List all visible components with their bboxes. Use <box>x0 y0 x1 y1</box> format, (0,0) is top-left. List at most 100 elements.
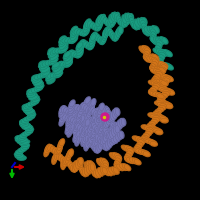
Ellipse shape <box>126 158 134 163</box>
Ellipse shape <box>66 123 71 131</box>
Ellipse shape <box>159 100 167 105</box>
Ellipse shape <box>51 57 58 63</box>
Ellipse shape <box>97 127 102 135</box>
Ellipse shape <box>47 78 55 84</box>
Ellipse shape <box>20 119 27 124</box>
Ellipse shape <box>84 122 89 130</box>
Ellipse shape <box>106 141 110 150</box>
Ellipse shape <box>76 119 81 126</box>
Ellipse shape <box>105 27 110 35</box>
Ellipse shape <box>56 153 61 159</box>
Ellipse shape <box>92 144 96 151</box>
Ellipse shape <box>151 35 156 40</box>
Ellipse shape <box>85 134 90 141</box>
Ellipse shape <box>17 139 26 144</box>
Ellipse shape <box>60 62 66 67</box>
Ellipse shape <box>143 138 152 143</box>
Ellipse shape <box>84 98 90 106</box>
Ellipse shape <box>35 82 43 87</box>
Ellipse shape <box>156 49 162 55</box>
Ellipse shape <box>141 20 146 26</box>
Ellipse shape <box>96 132 101 140</box>
Ellipse shape <box>153 55 159 61</box>
Ellipse shape <box>159 104 167 108</box>
Ellipse shape <box>68 126 73 134</box>
Ellipse shape <box>115 133 120 141</box>
Ellipse shape <box>113 12 117 20</box>
Ellipse shape <box>17 156 26 160</box>
Ellipse shape <box>138 140 144 145</box>
Ellipse shape <box>87 21 92 27</box>
Ellipse shape <box>164 102 172 107</box>
Ellipse shape <box>119 118 124 127</box>
Ellipse shape <box>138 19 143 28</box>
Ellipse shape <box>82 30 87 36</box>
Ellipse shape <box>103 30 108 38</box>
Ellipse shape <box>125 16 130 25</box>
Ellipse shape <box>161 81 168 86</box>
Ellipse shape <box>63 114 68 120</box>
Ellipse shape <box>92 126 97 135</box>
Ellipse shape <box>34 87 40 92</box>
Ellipse shape <box>130 20 135 26</box>
Ellipse shape <box>87 161 92 169</box>
Ellipse shape <box>102 158 108 165</box>
Ellipse shape <box>154 79 162 85</box>
Ellipse shape <box>102 135 107 144</box>
Ellipse shape <box>22 145 29 149</box>
Ellipse shape <box>115 158 121 163</box>
Ellipse shape <box>91 129 96 138</box>
Ellipse shape <box>45 146 50 154</box>
Ellipse shape <box>84 120 89 128</box>
Ellipse shape <box>116 155 122 161</box>
Ellipse shape <box>157 99 165 103</box>
Ellipse shape <box>89 37 95 45</box>
Ellipse shape <box>77 162 82 169</box>
Ellipse shape <box>147 26 153 34</box>
Ellipse shape <box>89 161 94 168</box>
Ellipse shape <box>110 136 114 143</box>
Ellipse shape <box>94 146 98 153</box>
Ellipse shape <box>110 32 115 39</box>
Ellipse shape <box>113 135 118 143</box>
Ellipse shape <box>90 107 95 113</box>
Ellipse shape <box>137 142 143 147</box>
Ellipse shape <box>89 105 94 113</box>
Ellipse shape <box>97 126 102 132</box>
Ellipse shape <box>48 60 54 65</box>
Ellipse shape <box>161 118 168 123</box>
Ellipse shape <box>98 168 103 176</box>
Ellipse shape <box>58 155 63 161</box>
Ellipse shape <box>144 56 150 62</box>
Ellipse shape <box>29 89 35 94</box>
Ellipse shape <box>146 55 153 62</box>
Ellipse shape <box>105 119 109 127</box>
Ellipse shape <box>96 111 101 119</box>
Ellipse shape <box>42 70 50 75</box>
Ellipse shape <box>82 107 87 113</box>
Ellipse shape <box>117 120 122 129</box>
Ellipse shape <box>109 20 113 28</box>
Ellipse shape <box>77 129 82 136</box>
Ellipse shape <box>153 82 161 87</box>
Ellipse shape <box>86 131 91 140</box>
Ellipse shape <box>164 63 172 69</box>
Ellipse shape <box>95 112 100 118</box>
Ellipse shape <box>77 110 82 117</box>
Ellipse shape <box>56 62 62 68</box>
Ellipse shape <box>71 30 77 38</box>
Ellipse shape <box>104 117 108 124</box>
Ellipse shape <box>158 69 164 74</box>
Ellipse shape <box>79 104 84 112</box>
Ellipse shape <box>100 14 105 22</box>
Ellipse shape <box>122 15 127 24</box>
Ellipse shape <box>89 102 95 110</box>
Ellipse shape <box>99 125 103 133</box>
Ellipse shape <box>90 142 95 148</box>
Ellipse shape <box>155 61 164 66</box>
Ellipse shape <box>100 124 105 132</box>
Ellipse shape <box>155 101 164 105</box>
Ellipse shape <box>162 80 168 85</box>
Ellipse shape <box>115 12 120 20</box>
Ellipse shape <box>66 116 72 124</box>
